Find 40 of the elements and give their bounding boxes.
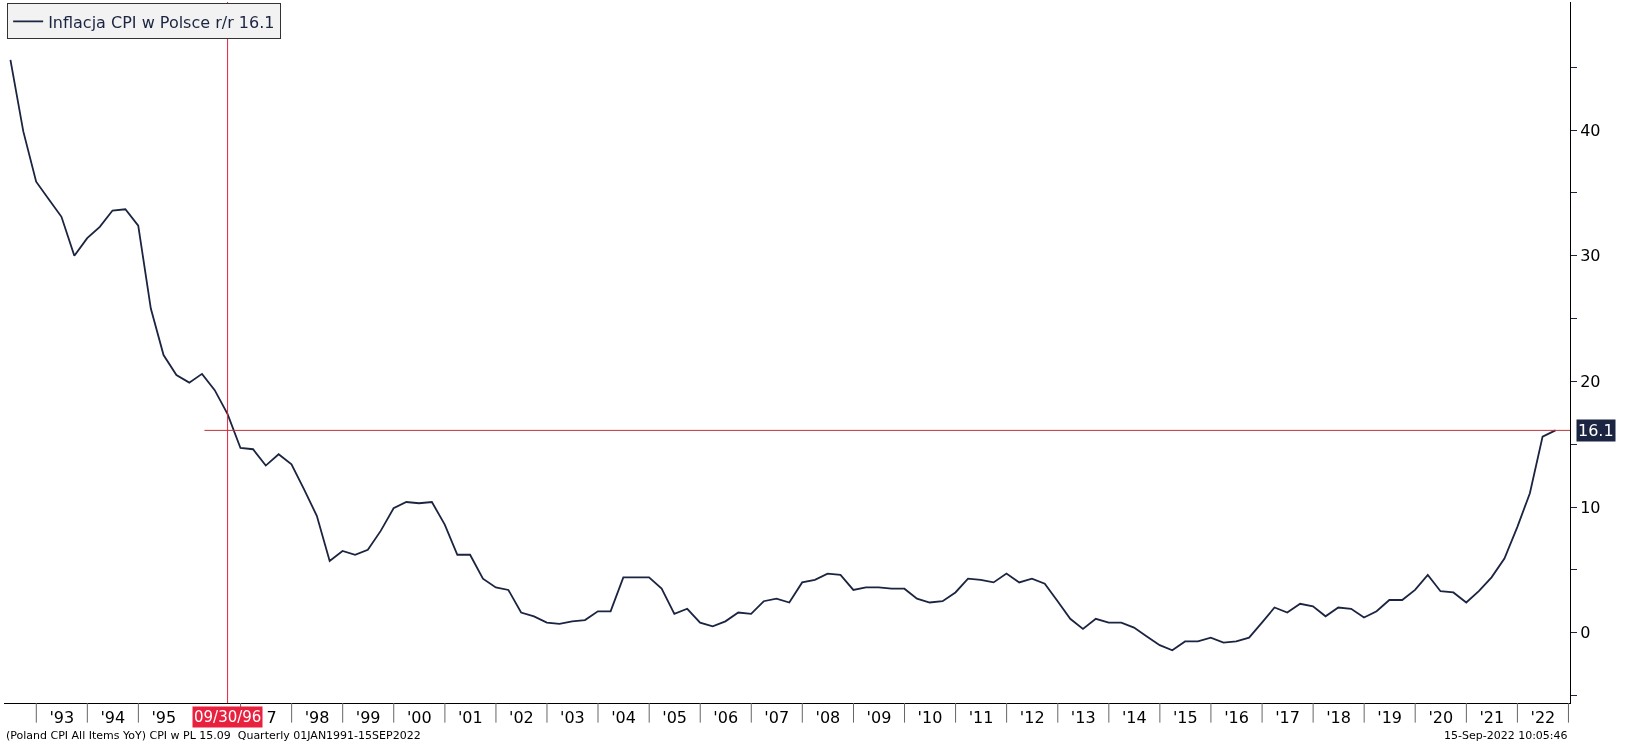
x-tick-label: '15: [1172, 708, 1198, 728]
text: (Poland CPI All Items YoY) CPI w PL 15.09 Quarterly 01JAN1991-15SEP2022: [6, 729, 421, 742]
y-tick-label: 30: [1580, 246, 1601, 266]
x-tick-label: '09: [866, 708, 892, 728]
x-tick-label: '99: [355, 708, 381, 728]
text: 15-Sep-2022 10:05:46: [1444, 729, 1568, 742]
ref-line-label: 09/30/96: [194, 708, 262, 726]
x-tick-label: '00: [406, 708, 432, 728]
x-tick-label: '07: [764, 708, 790, 728]
x-tick-label: '01: [457, 708, 483, 728]
line-series: [9, 58, 1557, 652]
x-tick-label: '05: [662, 708, 688, 728]
x-tick-label: 7: [266, 708, 277, 728]
ref-line-label: 16.1: [1578, 421, 1614, 440]
x-tick-label: '94: [100, 708, 126, 728]
x-tick-label: '22: [1530, 708, 1556, 728]
y-tick-label: 40: [1580, 120, 1601, 140]
x-tick-label: '93: [49, 708, 75, 728]
x-tick-label: '14: [1121, 708, 1147, 728]
x-tick-label: '08: [815, 708, 841, 728]
x-tick-label: '19: [1377, 708, 1402, 728]
y-tick-label: 20: [1580, 371, 1601, 391]
x-tick-label: '03: [560, 708, 585, 728]
y-tick-label: 10: [1580, 497, 1601, 517]
x-tick-label: '13: [1070, 708, 1096, 728]
x-tick-label: '20: [1428, 708, 1454, 728]
x-tick-label: '02: [509, 708, 534, 728]
x-tick-label: '10: [917, 708, 943, 728]
legend-label: Inflacja CPI w Polsce r/r 16.1: [48, 12, 275, 32]
x-tick-label: '17: [1275, 708, 1300, 728]
x-tick-label: '98: [304, 708, 330, 728]
x-tick-label: '06: [713, 708, 739, 728]
x-tick-label: '11: [968, 708, 994, 728]
x-tick-label: '18: [1326, 708, 1351, 728]
x-tick-label: '04: [611, 708, 636, 728]
y-tick-label: 0: [1580, 623, 1591, 643]
x-tick-label: '21: [1479, 708, 1505, 728]
x-tick-label: '12: [1019, 708, 1045, 728]
x-tick-label: '16: [1224, 708, 1249, 728]
x-tick-label: '95: [151, 708, 177, 728]
